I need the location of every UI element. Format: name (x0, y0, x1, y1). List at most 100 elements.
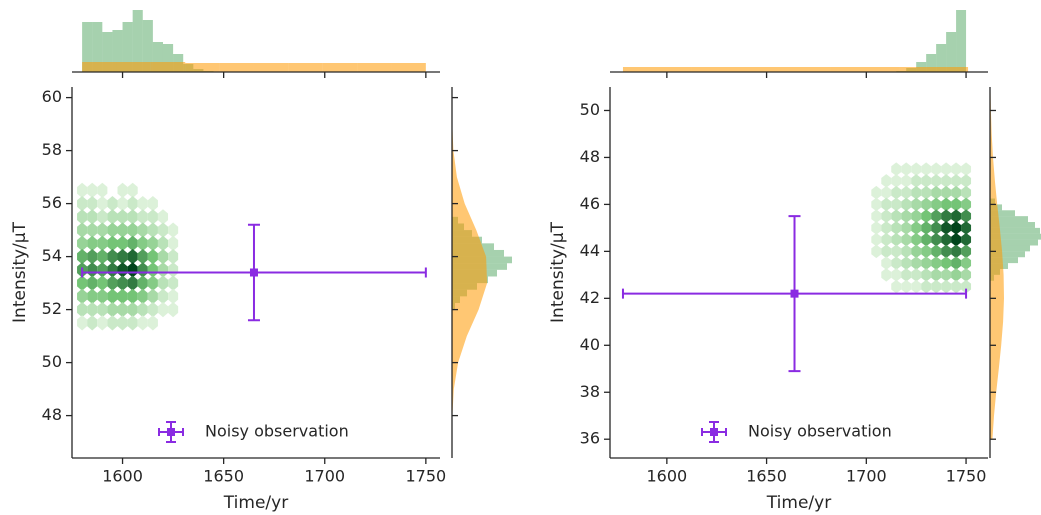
hexbin-cell (107, 183, 117, 198)
hexbin-cell (87, 182, 98, 198)
hexbin-cell (137, 235, 148, 251)
hexbin-cell (117, 275, 128, 291)
hexbin-cell (961, 174, 972, 188)
marginal-x-bar (112, 30, 123, 72)
marginal-x-bar (946, 32, 957, 72)
hexbin-cell (881, 162, 891, 176)
hexbin-cell (147, 222, 158, 238)
hexbin-cell (911, 232, 922, 247)
hexbin-cell (881, 197, 892, 212)
hexbin-cell (891, 174, 902, 188)
hexbin-cell (87, 262, 98, 278)
hexbin-cell (127, 288, 138, 304)
hexbin-cell (961, 197, 972, 212)
x-tick-label: 1700 (304, 467, 345, 486)
hexbin-cell (137, 301, 148, 318)
hexbin-cell (881, 244, 892, 259)
y-tick-label: 58 (42, 140, 62, 159)
hexbin-cell (911, 174, 922, 188)
hexbin-cell (158, 315, 168, 330)
hexbin-cell (961, 232, 972, 247)
hexbin-cell (961, 268, 972, 282)
marginal-x-bar (899, 67, 969, 72)
hexbin-cell (168, 235, 179, 251)
hexbin-cell (157, 262, 169, 278)
hexbin-cell (901, 244, 912, 259)
hexbin-cell (97, 209, 108, 225)
hexbin-cell (941, 232, 952, 247)
y-axis-label: Intensity/μT (10, 221, 30, 323)
hexbin-cell (941, 197, 952, 212)
x-tick-label: 1600 (646, 467, 687, 486)
hexbin-cell (911, 185, 922, 200)
hexbin-cell (157, 248, 169, 265)
x-axis-label: Time/yr (766, 493, 831, 513)
hexbin-cell (921, 232, 932, 247)
hexbin-cell (901, 185, 912, 200)
hexbin-cell (921, 256, 932, 270)
hexbin-cell (107, 288, 118, 304)
hexbin-cell (117, 315, 128, 331)
hexbin-cell (127, 248, 138, 265)
data-point (790, 289, 799, 298)
hexbin-cell (941, 174, 952, 188)
hexbin-cell (941, 279, 952, 294)
hexbin-cell (148, 183, 158, 198)
y-tick-label: 50 (580, 100, 600, 119)
hexbin-cell (168, 196, 178, 211)
hexbin-cell (107, 195, 118, 212)
hexbin-cell (881, 280, 891, 294)
y-tick-label: 52 (42, 299, 62, 318)
hexbin-cell (891, 279, 902, 294)
hexbin-cell (931, 162, 942, 176)
joint-plot: 1600 1650 1700 1750 36 38 40 42 44 46 48 50 Noisy ob… (548, 10, 1041, 513)
hexbin-cell (871, 209, 882, 223)
hexbin-cell (97, 182, 108, 198)
y-tick-label: 42 (580, 288, 600, 307)
marginal-x-bar (622, 67, 692, 72)
hexbin-cell (891, 221, 902, 235)
x-tick-label: 1750 (405, 467, 446, 486)
hexbin-cell (891, 185, 902, 200)
hexbin-cell (941, 221, 952, 235)
hexbin-cell (168, 248, 179, 265)
hexbin-cell (901, 162, 912, 176)
hexbin-cell (891, 162, 902, 176)
hexbin-cell (87, 235, 98, 251)
hexbin-cell (871, 174, 881, 188)
hexbin-cell (107, 222, 118, 238)
marginal-x-bar (185, 63, 220, 72)
hexbin-cell (77, 248, 88, 265)
legend-marker-point (167, 428, 175, 436)
hexbin-cell (87, 288, 98, 304)
marginal-x-bar (162, 44, 174, 72)
hexbin-cell (87, 195, 98, 212)
marginal-x-bar (150, 62, 186, 72)
hexbin-cell (157, 301, 169, 318)
hexbin-cell (941, 268, 952, 282)
hexbin-cell (901, 221, 912, 235)
hexbin-cell (901, 268, 912, 282)
hexbin-cell (921, 162, 932, 176)
hexbin-cell (137, 262, 148, 278)
hexbin-cell (147, 248, 158, 265)
hexbin-cell (97, 288, 108, 304)
hexbin-cell (931, 279, 942, 294)
hexbin-cell (87, 222, 98, 238)
hexbin-cell (921, 197, 932, 212)
hexbin-cell (147, 275, 158, 291)
hexbin-cell (891, 232, 902, 247)
hexbin-cell (961, 185, 972, 200)
hexbin-cell (97, 301, 108, 318)
hexbin-cell (127, 222, 138, 238)
hexbin-cell (961, 221, 972, 235)
hexbin-cell (961, 256, 972, 270)
marginal-x-bar (152, 42, 163, 72)
hexbin-cell (147, 288, 158, 304)
marginal-y-density (990, 87, 1004, 440)
hexbin-cell (921, 279, 932, 294)
x-tick-label: 1700 (846, 467, 887, 486)
data-point (249, 268, 258, 277)
hexbin-cell (931, 174, 942, 188)
